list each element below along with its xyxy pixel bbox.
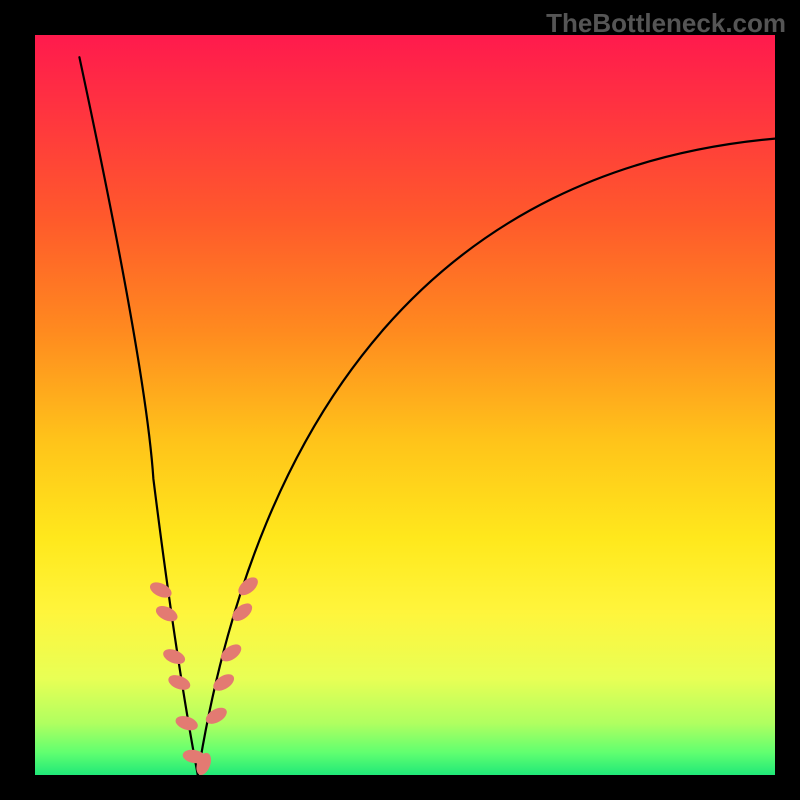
watermark-text: TheBottleneck.com bbox=[546, 8, 786, 39]
plot-svg bbox=[35, 35, 775, 775]
plot-area bbox=[35, 35, 775, 775]
chart-container: TheBottleneck.com bbox=[0, 0, 800, 800]
